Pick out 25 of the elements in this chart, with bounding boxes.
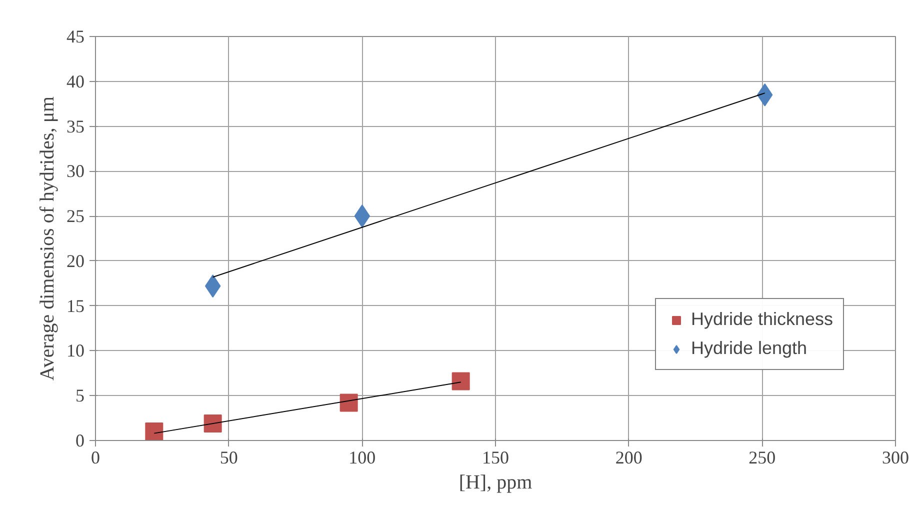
x-tick-label: 250 <box>748 448 776 468</box>
y-tick-label: 30 <box>66 161 84 182</box>
y-tick-label: 40 <box>66 71 84 92</box>
y-tick-label: 20 <box>66 250 84 271</box>
point <box>145 422 164 440</box>
x-tick-label: 100 <box>348 448 376 468</box>
legend-label: Hydride length <box>691 338 808 359</box>
x-tick-label: 300 <box>882 448 909 468</box>
y-tick-label: 5 <box>76 386 84 406</box>
y-tick-label: 15 <box>66 296 84 316</box>
y-axis-title: Average dimensios of hydrides, μm <box>36 96 58 381</box>
point <box>340 394 358 412</box>
x-tick-label: 200 <box>615 448 642 468</box>
y-tick-label: 25 <box>66 206 84 226</box>
y-tick-label: 45 <box>66 26 84 46</box>
x-tick-label: 150 <box>482 448 509 468</box>
x-tick-label: 0 <box>91 448 100 468</box>
y-tick-label: 0 <box>76 430 84 450</box>
x-tick-label: 50 <box>220 448 238 468</box>
legend-label: Hydride thickness <box>691 309 834 330</box>
y-tick-label: 10 <box>66 340 84 361</box>
point <box>204 414 222 432</box>
y-tick-label: 35 <box>66 116 84 136</box>
x-axis-title: [H], ppm <box>458 472 533 494</box>
point <box>452 372 470 390</box>
